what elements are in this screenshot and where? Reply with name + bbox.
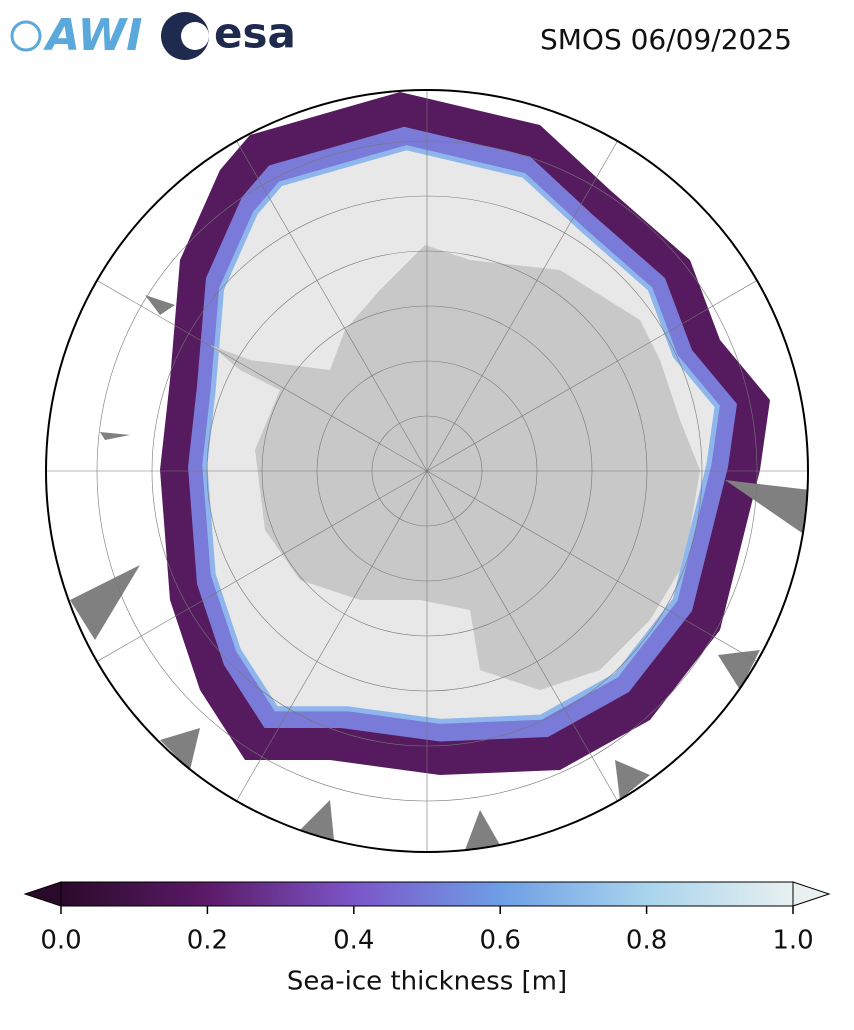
- colorbar-tick-label: 1.0: [772, 926, 813, 956]
- antarctica: [210, 245, 700, 690]
- colorbar-extend-low: [23, 881, 62, 907]
- graticule: [46, 90, 808, 852]
- awi-logo: AWI: [10, 10, 143, 61]
- colorbar-gradient: [60, 881, 794, 907]
- map: [46, 90, 808, 852]
- colorbar-label: Sea-ice thickness [m]: [287, 967, 567, 997]
- colorbar-extend-high: [792, 881, 831, 907]
- map-frame: [45, 89, 809, 853]
- esa-logo: esa: [161, 9, 296, 60]
- colorbar-tick-label: 0.0: [40, 926, 81, 956]
- map-title: SMOS 06/09/2025: [540, 23, 792, 56]
- esa-logo-text: esa: [214, 9, 296, 58]
- colorbar-tick-label: 0.6: [480, 926, 521, 956]
- colorbar-tick-label: 0.8: [626, 926, 667, 956]
- awi-logo-text: AWI: [43, 10, 143, 61]
- colorbar: 0.0 0.2 0.4 0.6 0.8 1.0: [23, 881, 831, 956]
- colorbar-tick-label: 0.4: [333, 926, 374, 956]
- land: [70, 295, 808, 850]
- colorbar-tick-label: 0.2: [187, 926, 228, 956]
